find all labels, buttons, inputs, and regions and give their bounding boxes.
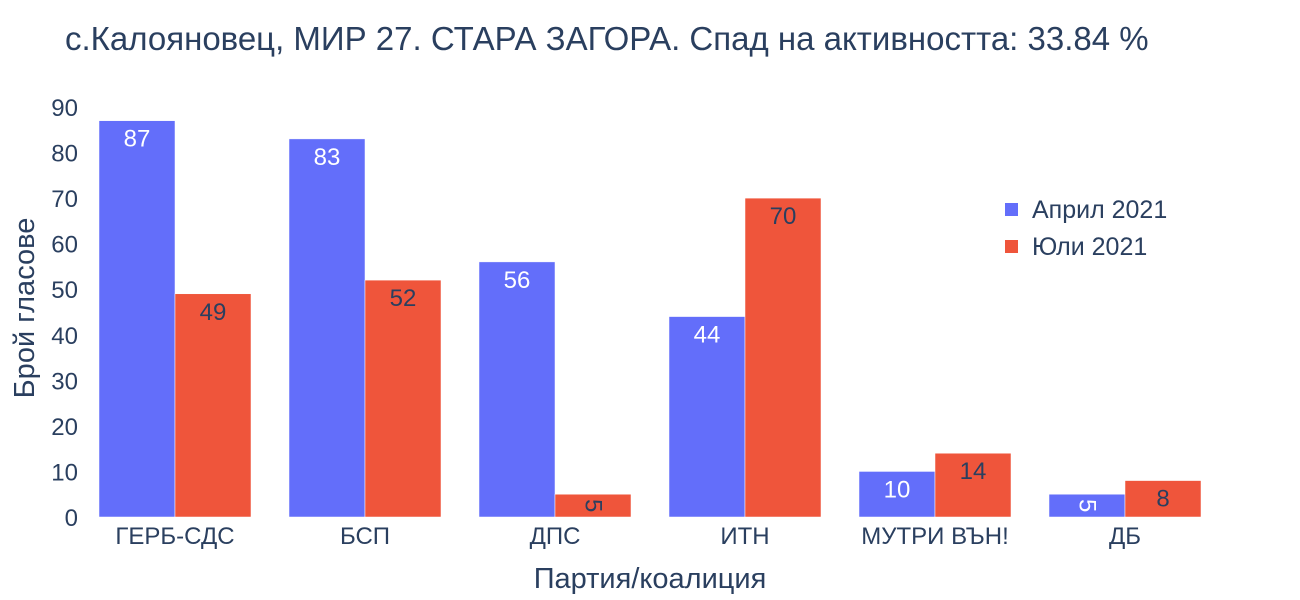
x-tick-label: ИТН	[720, 523, 769, 550]
bar-value-label: 14	[960, 458, 987, 485]
y-tick-label: 70	[51, 186, 78, 213]
legend-label[interactable]: Юли 2021	[1032, 233, 1147, 261]
bar[interactable]	[288, 138, 366, 518]
bar-value-label: 56	[504, 267, 531, 294]
x-tick-label: МУТРИ ВЪН!	[861, 523, 1008, 550]
legend-swatch[interactable]	[1005, 203, 1018, 216]
x-axis-ticks: ГЕРБ-СДС БСП ДПС ИТН МУТРИ ВЪН! ДБ	[115, 523, 1141, 550]
y-tick-label: 50	[51, 277, 78, 304]
bar[interactable]	[174, 293, 252, 518]
bar-value-label: 52	[390, 285, 417, 312]
legend-swatch[interactable]	[1005, 240, 1018, 253]
y-tick-label: 40	[51, 323, 78, 350]
bar-value-label: 8	[1156, 486, 1169, 513]
bar[interactable]	[744, 197, 822, 518]
bar[interactable]	[1124, 480, 1202, 518]
y-tick-label: 0	[65, 505, 78, 532]
bar[interactable]	[364, 279, 442, 518]
bar-value-label: 5	[1074, 499, 1101, 512]
x-tick-label: ГЕРБ-СДС	[115, 523, 234, 550]
x-tick-label: ДПС	[530, 523, 581, 550]
x-tick-label: ДБ	[1109, 523, 1141, 550]
bar-value-label: 87	[124, 126, 151, 153]
bar-value-label: 44	[694, 322, 721, 349]
y-axis-ticks: 0 10 20 30 40 50 60 70 80 90	[51, 95, 78, 532]
bar[interactable]	[98, 120, 176, 518]
chart-title: с.Калояновец, МИР 27. СТАРА ЗАГОРА. Спад…	[65, 20, 1149, 57]
y-tick-label: 60	[51, 232, 78, 259]
x-axis-title: Партия/коалиция	[534, 563, 767, 595]
bar[interactable]	[668, 316, 746, 518]
x-tick-label: БСП	[340, 523, 390, 550]
y-tick-label: 20	[51, 414, 78, 441]
y-tick-label: 30	[51, 368, 78, 395]
bars: 87 49 83 52 56 5 44 70 10 14 5 8	[98, 120, 1202, 518]
bar[interactable]	[478, 261, 556, 518]
legend[interactable]: Април 2021 Юли 2021	[1005, 196, 1167, 261]
y-tick-label: 80	[51, 141, 78, 168]
bar-value-label: 70	[770, 203, 797, 230]
bar-value-label: 10	[884, 476, 911, 503]
y-tick-label: 10	[51, 459, 78, 486]
bar-value-label: 83	[314, 144, 341, 171]
legend-label[interactable]: Април 2021	[1032, 196, 1167, 224]
y-axis-title: Брой гласове	[9, 218, 41, 399]
y-tick-label: 90	[51, 95, 78, 122]
bar[interactable]	[554, 493, 632, 518]
bar-value-label: 49	[200, 299, 227, 326]
bar[interactable]	[858, 471, 936, 518]
bar[interactable]	[934, 452, 1012, 518]
bar-value-label: 5	[580, 499, 607, 512]
